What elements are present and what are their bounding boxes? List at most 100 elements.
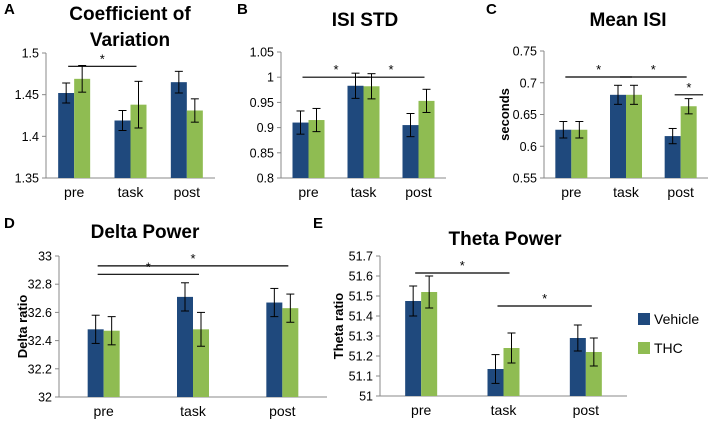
y-tick-label: 1.5 [22, 47, 39, 61]
bar-vehicle [114, 120, 131, 178]
y-tick-label: 51.2 [349, 350, 373, 364]
bar-vehicle [266, 302, 283, 397]
bar-thc [626, 94, 642, 178]
y-tick-label: 33 [38, 250, 52, 264]
x-tick-label: pre [94, 403, 114, 419]
significance-star: * [190, 251, 195, 266]
bar-vehicle [610, 94, 626, 178]
bar-thc [421, 292, 438, 396]
bar-thc [585, 352, 602, 396]
y-tick-label: 0.7 [520, 76, 537, 90]
y-tick-label: 0.85 [250, 146, 274, 160]
bar-thc [282, 308, 299, 397]
bar-vehicle [569, 338, 586, 396]
panel-label: A [4, 1, 15, 18]
bar-vehicle [347, 85, 364, 178]
chart-title: Mean ISI [589, 10, 666, 31]
y-axis-title: seconds [497, 88, 512, 141]
significance-star: * [651, 62, 656, 77]
y-tick-label: 0.95 [250, 96, 274, 110]
bar-vehicle [402, 125, 419, 178]
bar-thc [103, 330, 120, 397]
x-tick-label: post [405, 184, 432, 200]
y-tick-label: 32.4 [28, 334, 52, 348]
panel-d: D Delta Power 32 32.2 32.4 32.6 32.8 33 Delta ra… [4, 215, 327, 419]
significance-star: * [596, 62, 601, 77]
y-tick-label: 51.6 [349, 270, 373, 284]
y-tick-label: 1.45 [15, 88, 39, 102]
y-tick-label: 1.4 [22, 130, 39, 144]
y-tick-label: 1 [267, 71, 274, 85]
x-tick-label: post [269, 403, 296, 419]
x-tick-label: task [180, 403, 207, 419]
legend-label-vehicle: Vehicle [654, 311, 699, 327]
y-tick-label: 51.3 [349, 330, 373, 344]
x-tick-label: task [613, 184, 640, 200]
bar-thc [680, 106, 697, 178]
chart-title: Theta Power [449, 229, 563, 250]
x-tick-label: pre [64, 184, 84, 200]
y-axis-title: Delta ratio [15, 295, 30, 359]
bar-thc [571, 129, 588, 178]
bar-vehicle [292, 122, 309, 178]
y-tick-label: 51.4 [349, 310, 373, 324]
significance-star: * [333, 62, 338, 77]
y-tick-label: 0.65 [513, 108, 537, 122]
significance-star: * [460, 258, 465, 273]
significance-star: * [146, 259, 151, 274]
y-tick-label: 51 [359, 390, 373, 404]
y-tick-label: 1.35 [15, 172, 39, 186]
y-tick-label: 51.7 [349, 250, 373, 264]
bar-vehicle [177, 296, 193, 397]
x-tick-label: post [573, 402, 600, 418]
chart-title: Coefficient of [69, 4, 191, 25]
y-tick-label: 32 [38, 391, 52, 405]
chart-title: Delta Power [91, 222, 200, 243]
bar-thc [130, 104, 147, 178]
bar-vehicle [170, 82, 187, 178]
bar-thc [74, 78, 91, 178]
x-tick-label: pre [561, 184, 581, 200]
significance-star: * [388, 62, 393, 77]
bar-vehicle [58, 93, 75, 178]
bar-thc [363, 86, 380, 178]
y-tick-label: 1.05 [250, 46, 274, 60]
bar-vehicle [664, 136, 681, 178]
chart-title: Variation [90, 30, 170, 51]
panel-e: E Theta Power 51 51.1 51.2 51.3 51.4 51.5 51.6 51… [313, 215, 627, 418]
x-tick-label: post [174, 184, 201, 200]
legend-swatch-thc [638, 342, 650, 354]
x-tick-label: task [351, 184, 378, 200]
y-tick-label: 51.5 [349, 290, 373, 304]
x-tick-label: pre [411, 402, 431, 418]
significance-star: * [100, 51, 105, 66]
y-tick-label: 51.1 [349, 370, 373, 384]
y-tick-label: 0.55 [513, 172, 537, 186]
y-tick-label: 0.6 [520, 140, 537, 154]
panel-label: C [486, 1, 497, 18]
panel-c: C Mean ISI 0.55 0.6 0.65 0.7 0.75 seconds pre tas… [486, 1, 708, 200]
legend-swatch-vehicle [638, 313, 650, 325]
significance-star: * [542, 291, 547, 306]
significance-star: * [686, 80, 691, 95]
bar-thc [418, 100, 435, 178]
legend: Vehicle THC [638, 311, 699, 356]
legend-label-thc: THC [654, 340, 683, 356]
panel-label: B [237, 1, 248, 18]
bar-thc [503, 348, 520, 396]
y-tick-label: 0.75 [513, 45, 537, 59]
y-tick-label: 32.2 [28, 362, 52, 376]
y-tick-label: 0.8 [257, 172, 274, 186]
x-tick-label: task [491, 402, 518, 418]
bar-vehicle [405, 301, 422, 396]
y-tick-label: 0.9 [257, 121, 274, 135]
x-tick-label: post [667, 184, 694, 200]
panel-b: B ISI STD 0.8 0.85 0.9 0.95 1 1.05 pre task post * * [237, 1, 446, 200]
panel-a: A Coefficient of Variation 1.35 1.4 1.45 1.5 pr… [4, 1, 215, 200]
x-tick-label: task [118, 184, 145, 200]
y-tick-label: 32.6 [28, 306, 52, 320]
bar-thc [308, 120, 325, 178]
y-tick-label: 32.8 [28, 278, 52, 292]
x-tick-label: pre [298, 184, 318, 200]
